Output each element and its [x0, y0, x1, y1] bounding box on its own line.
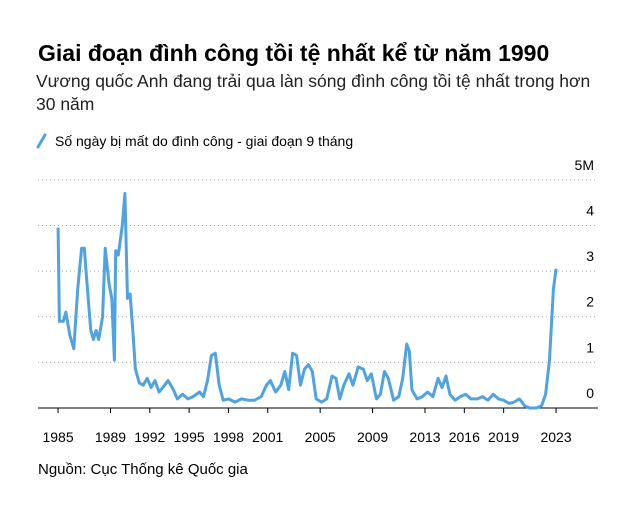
x-tick-label: 1998 [213, 429, 244, 445]
x-tick-label: 2016 [449, 429, 480, 445]
x-tick-label: 1995 [174, 429, 205, 445]
x-tick-label: 2001 [252, 429, 283, 445]
data-line [56, 192, 558, 410]
x-tick-label: 1989 [95, 429, 126, 445]
x-tick-label: 1985 [42, 429, 73, 445]
x-tick-label: 1992 [134, 429, 165, 445]
x-tick-label: 2023 [540, 429, 571, 445]
y-tick-label: 5M [575, 157, 594, 173]
y-tick-label: 2 [586, 294, 594, 310]
subtitle-box: Vương quốc Anh đang trải qua làn sóng đì… [36, 71, 591, 114]
y-tick-label: 3 [586, 248, 594, 264]
source: Nguồn: Cục Thống kê Quốc gia [38, 461, 249, 478]
x-tick-label: 2005 [305, 429, 336, 445]
legend-label: Số ngày bị mất do đình công - giai đoạn … [55, 133, 353, 149]
y-tick-label: 4 [586, 202, 594, 218]
x-tick-label: 2019 [488, 429, 519, 445]
y-tick-label: 0 [586, 385, 594, 401]
x-tick-label: 2009 [357, 429, 388, 445]
x-tick-label: 2013 [409, 429, 440, 445]
chart-title: Giai đoạn đình công tồi tệ nhất kể từ nă… [38, 40, 549, 66]
chart-subtitle: Vương quốc Anh đang trải qua làn sóng đì… [36, 71, 591, 114]
legend-swatch [36, 133, 47, 149]
y-tick-label: 1 [586, 339, 594, 355]
